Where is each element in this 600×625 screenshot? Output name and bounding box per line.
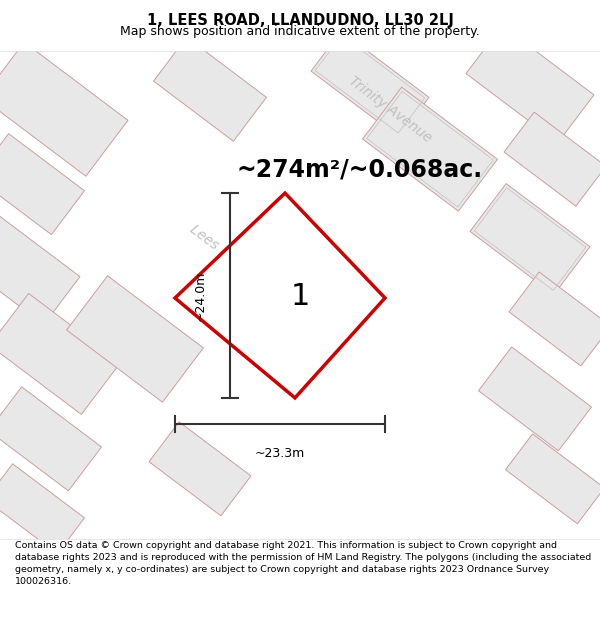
Polygon shape	[0, 294, 121, 414]
Text: ~23.3m: ~23.3m	[255, 448, 305, 461]
Text: Map shows position and indicative extent of the property.: Map shows position and indicative extent…	[120, 26, 480, 39]
Polygon shape	[466, 26, 594, 142]
Text: Trinity Avenue: Trinity Avenue	[346, 74, 434, 145]
Text: Contains OS data © Crown copyright and database right 2021. This information is : Contains OS data © Crown copyright and d…	[15, 541, 591, 586]
Text: ~274m²/~0.068ac.: ~274m²/~0.068ac.	[237, 157, 483, 181]
Text: 1: 1	[290, 282, 310, 311]
Polygon shape	[0, 464, 85, 554]
Polygon shape	[0, 42, 128, 176]
Polygon shape	[0, 134, 85, 234]
Polygon shape	[175, 193, 385, 398]
Polygon shape	[0, 387, 101, 491]
Polygon shape	[149, 422, 251, 516]
Polygon shape	[504, 112, 600, 206]
Polygon shape	[506, 434, 600, 524]
Polygon shape	[154, 38, 266, 141]
Polygon shape	[0, 214, 80, 324]
Polygon shape	[479, 347, 592, 451]
Polygon shape	[509, 272, 600, 366]
Polygon shape	[470, 184, 590, 294]
Text: 1, LEES ROAD, LLANDUDNO, LL30 2LJ: 1, LEES ROAD, LLANDUDNO, LL30 2LJ	[146, 12, 454, 28]
Polygon shape	[311, 31, 429, 138]
Text: Lees Road: Lees Road	[187, 222, 253, 276]
Text: ~24.0m: ~24.0m	[193, 270, 206, 321]
Polygon shape	[362, 87, 497, 211]
Polygon shape	[67, 276, 203, 402]
